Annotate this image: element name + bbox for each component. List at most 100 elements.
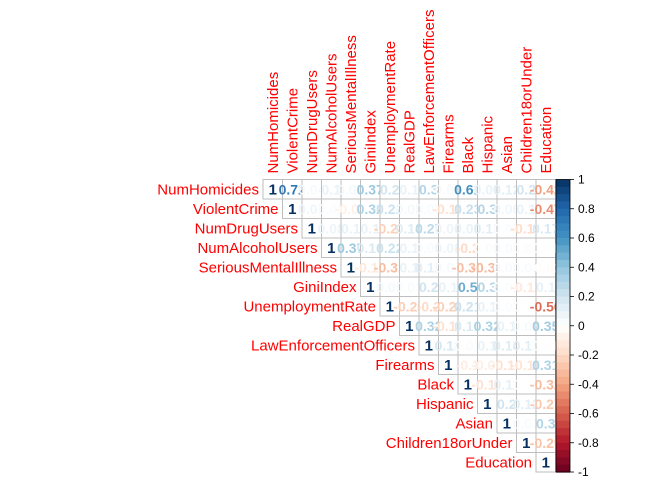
coefficient-label: 0.02 <box>493 279 520 295</box>
colorbar-segment <box>556 318 570 327</box>
coefficient-label: 0.17 <box>532 220 559 236</box>
coefficient-label: -0.02 <box>530 259 562 275</box>
coefficient-label: 0.35 <box>532 318 559 334</box>
colorbar-segment <box>556 355 570 363</box>
colorbar-segment <box>556 179 570 188</box>
coefficient-label: 0.1 <box>341 220 361 236</box>
row-label: Education <box>465 454 532 471</box>
diagonal-label: 1 <box>483 396 491 413</box>
row-label: LawEnforcementOfficers <box>251 337 415 354</box>
column-label: RealGDP <box>401 110 418 173</box>
colorbar-segment <box>556 208 570 217</box>
colorbar-segment <box>556 252 570 261</box>
coefficient-label: -0.24 <box>432 298 464 314</box>
coefficient-label: 0.03 <box>415 201 442 217</box>
coefficient-label: 0.3 <box>478 279 498 295</box>
coefficient-label: 0.06 <box>493 201 520 217</box>
coefficient-label: 0.03 <box>493 240 520 256</box>
coefficient-label: 0.1 <box>517 201 537 217</box>
column-label: ViolentCrime <box>284 88 301 174</box>
colorbar-segment <box>556 186 570 195</box>
colorbar-tick-label: -0.4 <box>578 377 599 391</box>
coefficient-label: -0.08 <box>335 201 367 217</box>
colorbar-tick-label: 0.8 <box>578 202 595 216</box>
coefficient-label: 0.18 <box>435 337 462 353</box>
column-label: Children18orUnder <box>518 47 535 174</box>
colorbar-segment <box>556 340 570 349</box>
column-label: Firearms <box>440 114 457 173</box>
coefficient-label: 0.72 <box>279 181 306 197</box>
coefficient-label: 0.08 <box>435 220 462 236</box>
coefficient-label: 0.2 <box>497 396 517 412</box>
colorbar-segment <box>556 406 570 415</box>
coefficient-label: 0.09 <box>474 181 501 197</box>
colorbar-segment <box>556 333 570 341</box>
coefficient-label: 0.02 <box>318 201 345 217</box>
coefficient-label: 0.03 <box>396 279 423 295</box>
coefficient-label: -0.19 <box>510 220 542 236</box>
coefficient-label: 0.32 <box>415 318 442 334</box>
coefficient-label: -0.24 <box>374 220 406 236</box>
row-label: UnemploymentRate <box>243 298 376 315</box>
coefficient-label: 0.5 <box>458 279 478 295</box>
row-label: NumDrugUsers <box>195 220 298 237</box>
coefficient-label: 0.2 <box>517 181 537 197</box>
coefficient-label: 0.61 <box>454 181 481 197</box>
coefficient-label: 0.1 <box>478 298 498 314</box>
colorbar-tick-label: 0.2 <box>578 290 595 304</box>
coefficient-label: -0.13 <box>354 259 386 275</box>
coefficient-label: 0.13 <box>474 220 501 236</box>
coefficient-label: 0.04 <box>513 318 540 334</box>
row-label: RealGDP <box>332 318 395 335</box>
colorbar-segment <box>556 325 570 334</box>
coefficient-label: 0.1 <box>400 259 420 275</box>
coefficient-label: 0.16 <box>454 318 481 334</box>
column-label: NumAlcoholUsers <box>323 53 340 173</box>
colorbar-segment <box>556 223 570 232</box>
coefficient-label: 0.05 <box>396 201 423 217</box>
diagonal-label: 1 <box>425 337 433 354</box>
coefficient-label: -0.12 <box>510 279 542 295</box>
colorbar-segment <box>556 420 570 429</box>
colorbar-segment <box>556 289 570 298</box>
coefficient-label: 0.37 <box>337 240 364 256</box>
colorbar-segment <box>556 442 570 451</box>
coefficient-label: 0.1 <box>361 220 381 236</box>
colorbar-segment <box>556 413 570 422</box>
coefficient-label: -0.25 <box>393 298 425 314</box>
coefficient-label: 0.2 <box>380 181 400 197</box>
coefficient-label: 0.1 <box>478 337 498 353</box>
column-label: NumHomicides <box>265 72 282 174</box>
colorbar-segment <box>556 376 570 385</box>
diagonal-label: 1 <box>366 279 374 296</box>
colorbar-tick-label: 0.4 <box>578 260 595 274</box>
coefficient-label: 0.05 <box>337 181 364 197</box>
colorbar-segment <box>556 369 570 378</box>
diagonal-label: 1 <box>503 415 511 432</box>
colorbar-segment <box>556 311 570 320</box>
coefficient-label: 0.1 <box>322 181 342 197</box>
coefficient-label: -0.16 <box>471 376 503 392</box>
coefficient-label: 0.01 <box>532 240 559 256</box>
coefficient-label: 0.05 <box>376 279 403 295</box>
row-label: ViolentCrime <box>193 201 279 218</box>
coefficient-label: 0.04 <box>435 181 462 197</box>
colorbar-segment <box>556 281 570 290</box>
colorbar-segment <box>556 303 570 312</box>
colorbar-segment <box>556 194 570 203</box>
coefficient-label: 0.1 <box>439 279 459 295</box>
colorbar-segment <box>556 238 570 246</box>
colorbar-segment <box>556 362 570 371</box>
coefficient-label: 0.01 <box>513 376 540 392</box>
colorbar-segment <box>556 347 570 356</box>
column-label: Asian <box>499 136 516 174</box>
coefficient-label: 0.12 <box>415 259 442 275</box>
matrix-cell <box>535 452 556 473</box>
coefficient-label: 0.3 <box>536 415 556 431</box>
column-label: Hispanic <box>479 115 496 173</box>
colorbar-tick-label: -0.6 <box>578 407 599 421</box>
coefficient-label: 0.02 <box>493 298 520 314</box>
colorbar-tick-label: -0.8 <box>578 436 599 450</box>
row-label: Hispanic <box>416 396 474 413</box>
